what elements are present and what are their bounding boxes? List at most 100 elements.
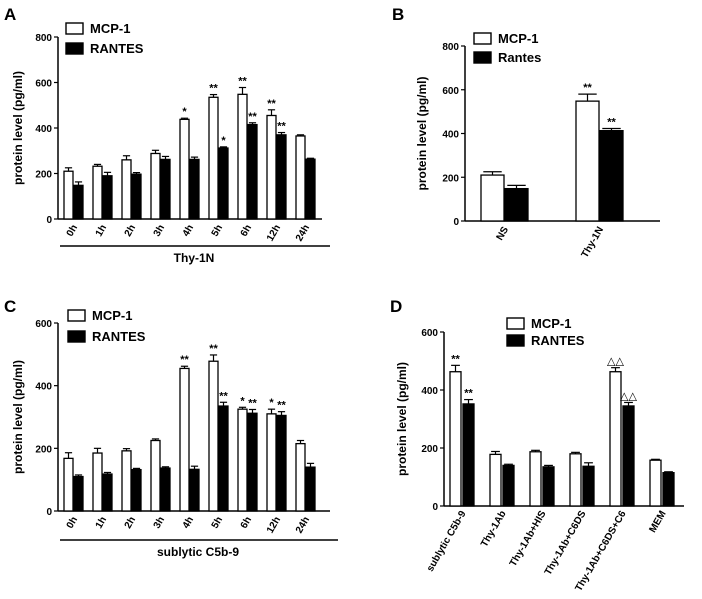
bar-rantes	[305, 466, 316, 512]
bar-rantes	[131, 173, 142, 220]
y-tick-label: 600	[35, 319, 52, 330]
legend-label: MCP-1	[498, 31, 538, 46]
bar-rantes	[276, 414, 287, 512]
significance-mark: *	[182, 106, 187, 118]
bar-rantes	[247, 123, 258, 220]
significance-mark: **	[219, 390, 228, 402]
x-tick-label: 0h	[65, 515, 80, 531]
significance-mark: **	[209, 343, 218, 355]
x-tick-label: 3h	[152, 223, 167, 239]
significance-mark: *	[269, 397, 274, 409]
panel-b-chart: 0 200 400 600 800 protein level (pg/ml) NS ** **…	[415, 31, 660, 260]
bar-rantes	[622, 405, 635, 507]
x-tick-label: 12h	[265, 223, 283, 243]
panel-d-label: D	[390, 297, 402, 316]
bar-mcp-1	[237, 93, 248, 220]
legend-label: RANTES	[90, 41, 144, 56]
legend-label: MCP-1	[531, 316, 571, 331]
bar-mcp-1	[121, 159, 132, 220]
bar-mcp-1	[237, 408, 248, 512]
bar-rantes	[218, 405, 229, 512]
panel-b-label: B	[392, 5, 404, 24]
panel-d-chart: 0 200 400 600 protein level (pg/ml) ** ** subly…	[395, 316, 684, 593]
legend-swatch	[67, 330, 86, 343]
significance-mark: **	[607, 116, 616, 128]
bar-mcp-1	[529, 451, 542, 507]
panel-a-label: A	[4, 5, 16, 24]
y-tick-label: 200	[35, 444, 52, 455]
legend-swatch	[506, 317, 525, 330]
legend-label: RANTES	[531, 333, 585, 348]
significance-mark: *	[221, 135, 226, 147]
legend-swatch	[65, 22, 84, 35]
x-axis-group-label: sublytic C5b-9	[157, 545, 239, 559]
panel-c-chart: 0 200 400 600 protein level (pg/ml) 0h 1h 2h 3h *…	[11, 308, 338, 559]
bar-rantes	[305, 158, 316, 220]
y-axis-title: protein level (pg/ml)	[395, 362, 409, 476]
bar-mcp-1	[150, 439, 161, 512]
x-tick-label: Thy-1Ab	[479, 509, 509, 549]
x-tick-label: Thy-1Ab+HIS	[508, 509, 549, 569]
bar-rantes	[582, 465, 595, 507]
bar-mcp-1	[92, 165, 103, 220]
x-tick-label: 1h	[94, 223, 109, 239]
bar-mcp-1	[150, 152, 161, 220]
bar-rantes	[160, 158, 171, 220]
y-tick-label: 200	[442, 173, 459, 184]
significance-mark: **	[248, 111, 257, 123]
bar-rantes	[276, 134, 287, 220]
y-axis-title: protein level (pg/ml)	[11, 71, 25, 185]
panel-a-chart: 0 200 400 600 800 protein level (pg/ml) 0h 1h 2h…	[11, 21, 330, 265]
bar-mcp-1	[121, 450, 132, 512]
significance-mark: △△	[620, 390, 637, 402]
x-tick-label: Thy-1Ab+C6DS	[543, 509, 589, 578]
x-tick-label: 4h	[181, 223, 196, 239]
y-tick-label: 0	[432, 502, 438, 513]
legend-swatch	[506, 334, 525, 347]
bar-rantes	[502, 464, 515, 507]
bar-rantes	[73, 184, 84, 220]
bar-rantes	[131, 468, 142, 512]
panel-c-label: C	[4, 297, 16, 316]
bar-rantes	[189, 468, 200, 512]
y-tick-label: 800	[35, 33, 52, 44]
bar-mcp-1	[92, 452, 103, 512]
y-tick-label: 400	[35, 382, 52, 393]
bar-rantes	[102, 175, 113, 220]
x-tick-label: MEM	[647, 509, 668, 535]
bar-rantes	[542, 466, 555, 507]
x-tick-label: 1h	[94, 515, 109, 531]
x-tick-label: 2h	[123, 223, 138, 239]
y-tick-label: 0	[46, 507, 52, 518]
bar-mcp-1	[295, 442, 306, 512]
significance-mark: **	[248, 397, 257, 409]
x-tick-label: 5h	[210, 515, 225, 531]
x-tick-label: 6h	[239, 223, 254, 239]
bar-mcp-1	[575, 100, 600, 222]
significance-mark: **	[277, 400, 286, 412]
bar-rantes	[504, 187, 529, 222]
bar-mcp-1	[489, 453, 502, 507]
significance-mark: **	[583, 82, 592, 94]
bar-mcp-1	[63, 457, 74, 512]
bar-mcp-1	[480, 174, 505, 222]
y-tick-label: 400	[442, 130, 459, 141]
significance-mark: **	[464, 388, 473, 400]
legend-label: RANTES	[92, 329, 146, 344]
y-tick-label: 600	[421, 328, 438, 339]
significance-mark: **	[180, 354, 189, 366]
x-tick-label: 2h	[123, 515, 138, 531]
y-tick-label: 200	[421, 444, 438, 455]
bar-mcp-1	[449, 371, 462, 507]
bar-rantes	[218, 147, 229, 220]
x-tick-label: 12h	[265, 515, 283, 535]
bar-mcp-1	[208, 96, 219, 220]
x-tick-label: 4h	[181, 515, 196, 531]
significance-mark: **	[238, 76, 247, 88]
legend-swatch	[473, 32, 492, 45]
bar-mcp-1	[266, 114, 277, 220]
y-axis-title: protein level (pg/ml)	[11, 360, 25, 474]
x-tick-label: NS	[495, 225, 512, 243]
bar-rantes	[189, 158, 200, 220]
bar-rantes	[102, 473, 113, 512]
